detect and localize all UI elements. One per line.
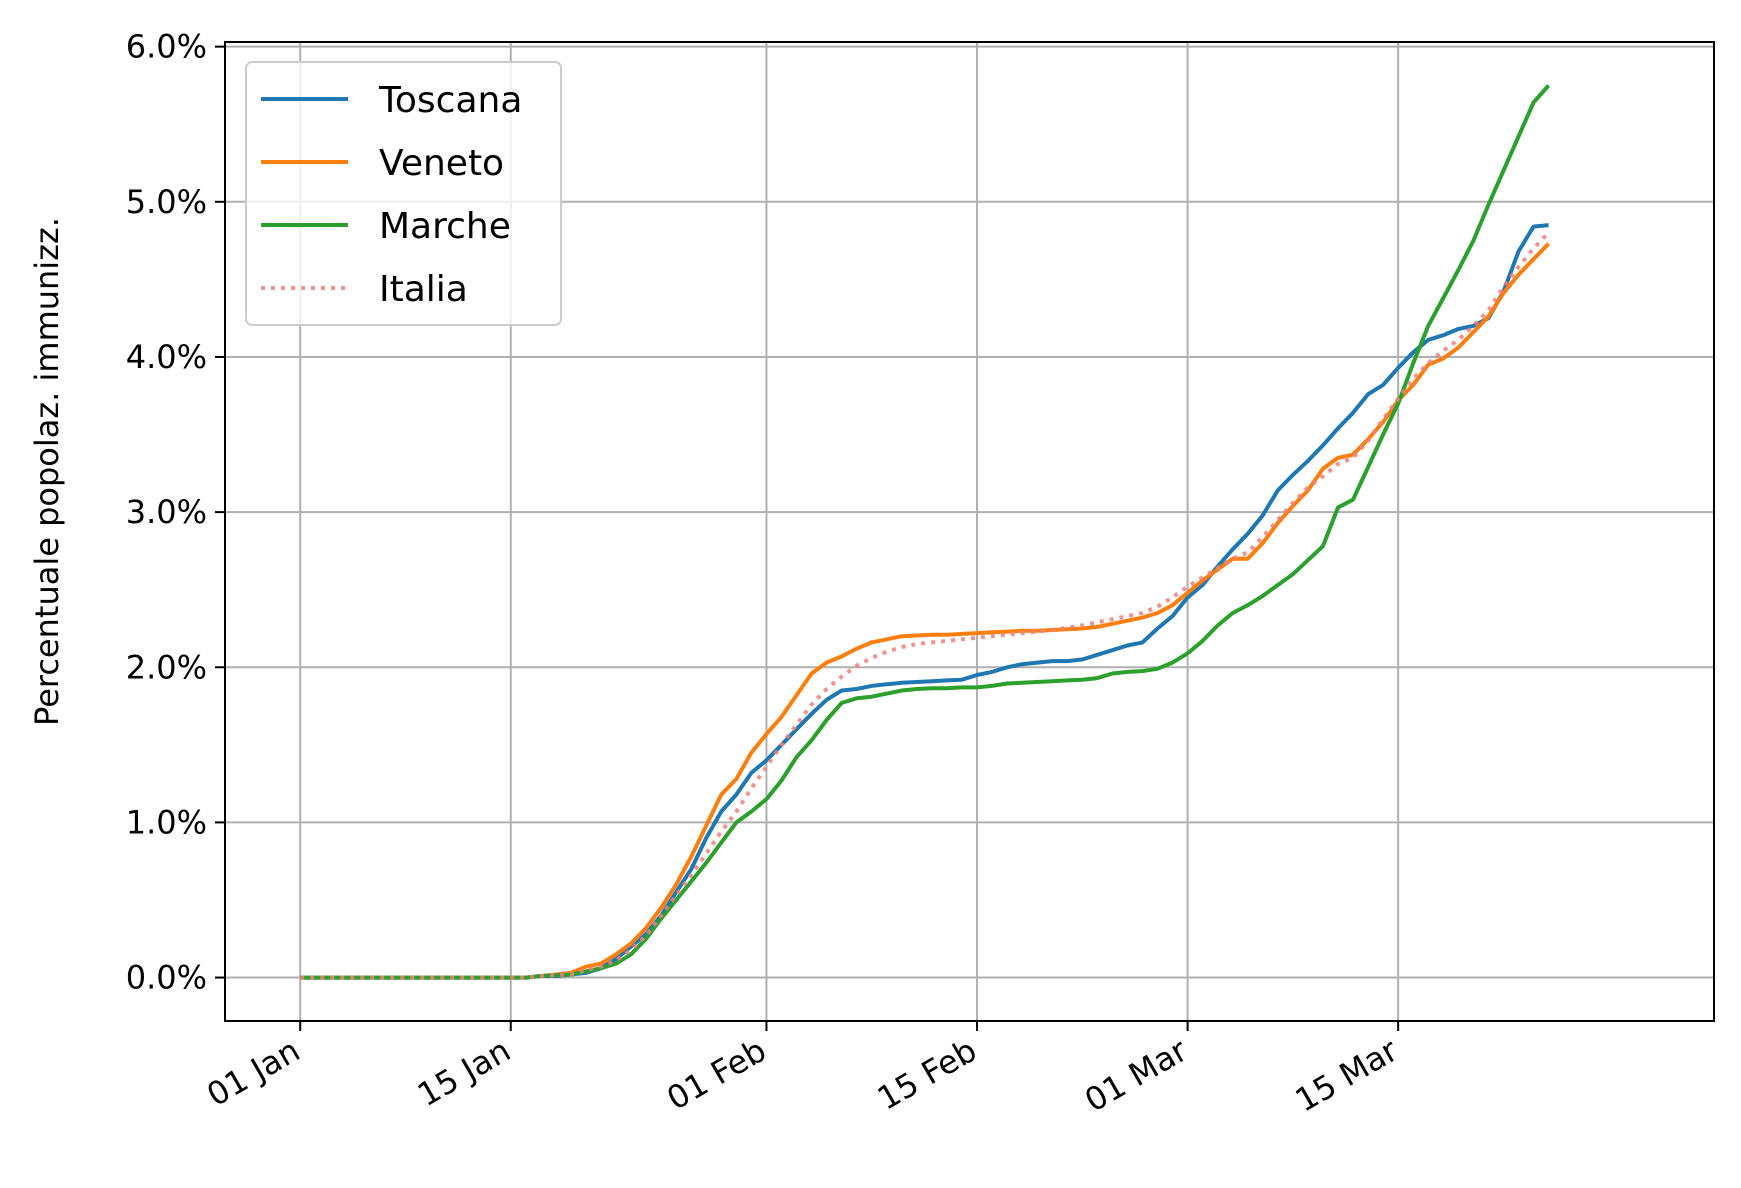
y-tick-label: 1.0% — [126, 803, 207, 841]
grid-lines — [225, 42, 1714, 1021]
legend-label-marche: Marche — [379, 206, 511, 247]
y-tick-label: 0.0% — [126, 959, 207, 997]
series-layer — [300, 84, 1551, 980]
y-tick-label: 6.0% — [126, 28, 207, 66]
y-tick-label: 2.0% — [126, 648, 207, 686]
legend-label-italia: Italia — [379, 269, 468, 310]
series-line-italia — [300, 231, 1551, 980]
legend-label-veneto: Veneto — [379, 143, 504, 184]
legend-label-toscana: Toscana — [378, 80, 522, 121]
y-tick-label: 5.0% — [126, 183, 207, 221]
y-axis: 0.0% 1.0% 2.0% 3.0% 4.0% 5.0% 6.0% — [126, 28, 225, 997]
plot-frame — [224, 41, 1715, 1022]
series-line-marche — [300, 84, 1551, 980]
legend: Toscana Veneto Marche Italia — [245, 61, 562, 326]
series-line-veneto — [300, 242, 1551, 980]
y-tick-label: 3.0% — [126, 493, 207, 531]
y-tick-label: 4.0% — [126, 338, 207, 376]
legend-box — [245, 61, 562, 326]
y-axis-title: Percentuale popolaz. immunizz. — [28, 217, 66, 726]
